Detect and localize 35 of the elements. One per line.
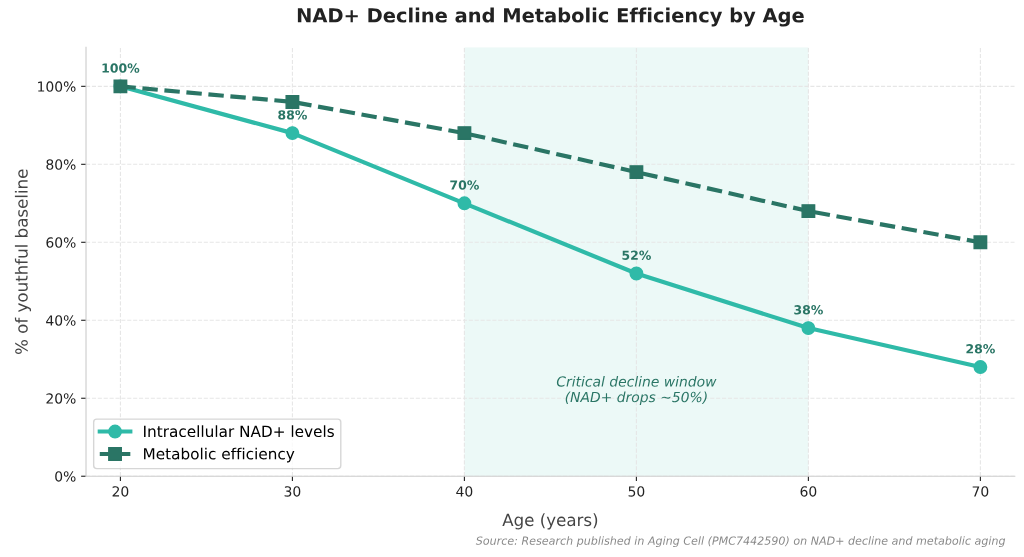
point bbox=[457, 126, 472, 141]
chart-title: NAD+ Decline and Metabolic Efficiency by Age bbox=[297, 7, 804, 27]
x-tick-label: 70 bbox=[972, 486, 989, 497]
y-axis-title: % of youthful baseline bbox=[14, 169, 32, 355]
y-tick-label: 0% bbox=[55, 471, 76, 482]
point bbox=[457, 196, 472, 211]
point bbox=[629, 165, 644, 180]
y-tick-label: 100% bbox=[38, 81, 76, 92]
x-tick-label: 30 bbox=[284, 486, 301, 497]
y-tick-label: 60% bbox=[46, 237, 76, 248]
point bbox=[629, 266, 644, 281]
point bbox=[285, 126, 300, 141]
data-label: 100% bbox=[102, 63, 140, 73]
data-label: 28% bbox=[966, 344, 995, 354]
data-label: 38% bbox=[794, 305, 823, 315]
legend-label: Metabolic efficiency bbox=[144, 447, 295, 463]
data-label: 52% bbox=[622, 250, 651, 260]
data-label: 70% bbox=[450, 180, 479, 190]
band-label: Critical decline window (NAD+ drops ~50%) bbox=[556, 375, 717, 405]
x-tick-label: 40 bbox=[456, 486, 473, 497]
source-note: Source: Research published in Aging Cell (PMC7442590) on NAD+ decline and metabolic aging bbox=[475, 536, 1006, 547]
point bbox=[973, 235, 988, 250]
x-tick-label: 60 bbox=[800, 486, 817, 497]
y-tick-label: 80% bbox=[46, 159, 76, 170]
y-tick-label: 40% bbox=[46, 315, 76, 326]
point bbox=[801, 321, 816, 336]
legend-label: Intracellular NAD+ levels bbox=[144, 425, 334, 438]
x-tick-label: 20 bbox=[112, 486, 129, 497]
x-tick-label: 50 bbox=[628, 486, 645, 497]
data-label: 88% bbox=[278, 110, 307, 120]
point bbox=[973, 360, 988, 375]
point bbox=[285, 94, 300, 109]
point bbox=[801, 204, 816, 219]
y-tick-label: 20% bbox=[46, 393, 76, 404]
x-axis-title: Age (years) bbox=[502, 513, 598, 530]
